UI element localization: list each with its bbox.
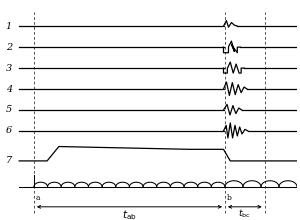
Text: 4: 4 xyxy=(6,84,12,94)
Text: 6: 6 xyxy=(6,126,12,136)
Text: 3: 3 xyxy=(6,64,12,73)
Text: 7: 7 xyxy=(6,156,12,165)
Text: $t_\mathrm{ab}$: $t_\mathrm{ab}$ xyxy=(122,208,137,220)
Text: $t_\mathrm{bc}$: $t_\mathrm{bc}$ xyxy=(238,208,251,220)
Text: a: a xyxy=(36,194,40,202)
Text: 5: 5 xyxy=(6,106,12,114)
Text: 1: 1 xyxy=(6,22,12,31)
Text: 2: 2 xyxy=(6,43,12,52)
Text: b: b xyxy=(227,194,232,202)
